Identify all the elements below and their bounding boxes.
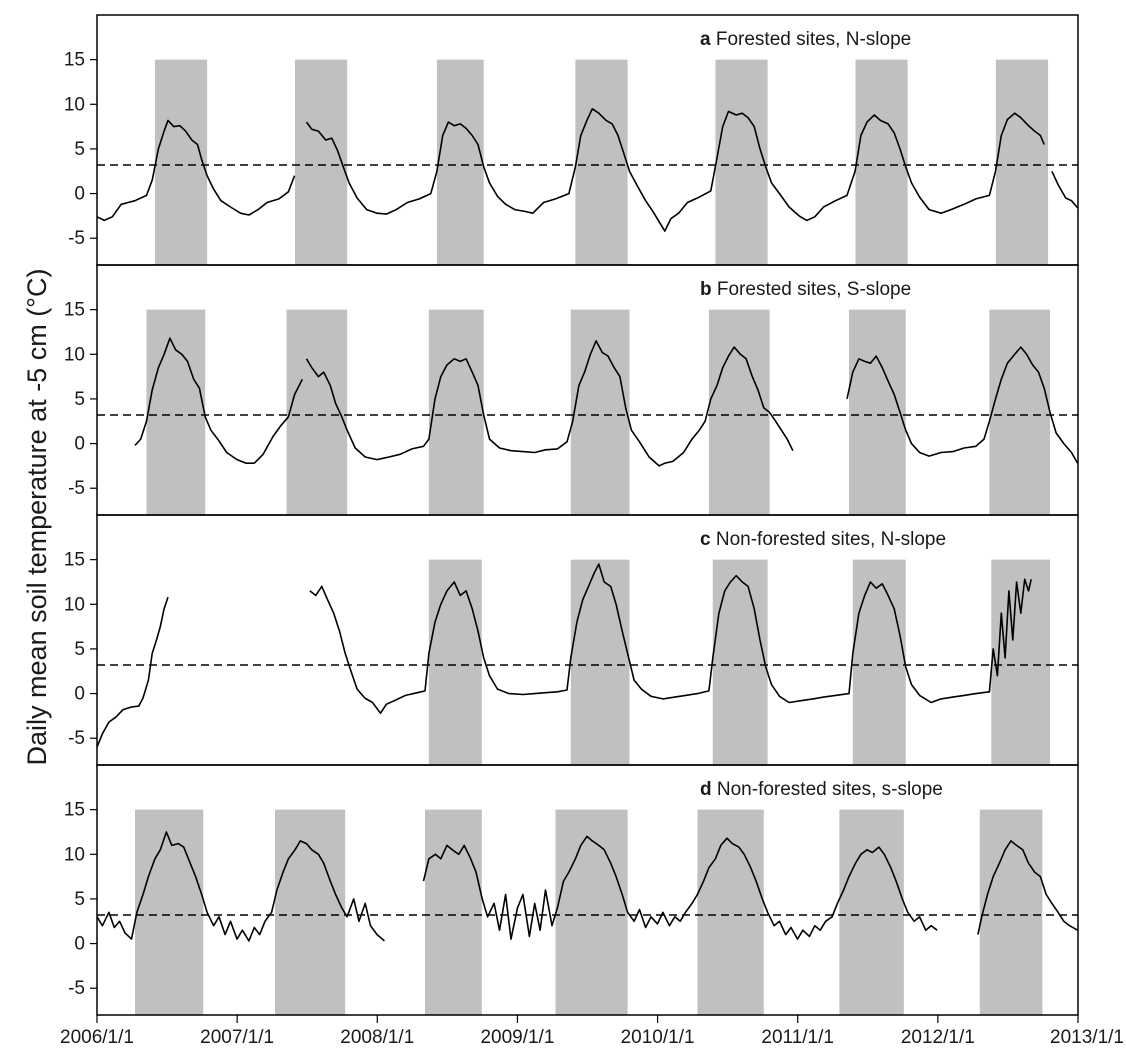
panel-b-title-text: Forested sites, S-slope	[712, 279, 912, 300]
panel-b-shade-0	[146, 309, 206, 515]
panel-a-series-1	[305, 108, 1045, 232]
panel-c-ytick-label-10: 10	[64, 594, 85, 615]
panel-b-ytick-label-5: 5	[74, 389, 85, 410]
x-tick-label-5: 2011/1/1	[761, 1027, 834, 1048]
panel-d-series-1	[422, 835, 938, 940]
x-tick-label-1: 2007/1/1	[200, 1027, 274, 1048]
panel-a-shade-0	[154, 59, 208, 266]
panel-a-ytick-label-15: 15	[64, 50, 85, 71]
panel-d-frame	[96, 764, 1079, 1016]
panel-d-ytick-label-15: 15	[64, 800, 85, 821]
panel-b-shade-1	[286, 309, 348, 515]
panel-c-title-text: Non-forested sites, N-slope	[711, 529, 947, 550]
panel-d-shade-4	[697, 809, 764, 1015]
panel-b-ytick-label-15: 15	[64, 300, 85, 321]
panel-a-series-0	[96, 119, 296, 222]
panel-d-shade-5	[839, 809, 904, 1015]
panel-c-ytick-label-15: 15	[64, 550, 85, 571]
panel-c-series-1	[309, 563, 1032, 715]
panel-c-shade-3	[852, 559, 906, 765]
panel-a-shade-4	[715, 59, 768, 266]
panel-a-title-text: Forested sites, N-slope	[711, 29, 912, 50]
panel-b-ytick-label-0: 0	[74, 434, 85, 455]
panel-b-series-2	[846, 346, 1079, 464]
panel-d-letter: d	[700, 779, 712, 800]
panel-a-shade-5	[855, 59, 908, 266]
panel-a-ytick-label-0: 0	[74, 184, 85, 205]
panel-a-shade-3	[575, 59, 628, 266]
panel-d-shade-2	[425, 809, 482, 1015]
panel-b-series-1	[305, 340, 794, 467]
panel-d-shade-1	[275, 809, 346, 1015]
panel-c-shade-1	[570, 559, 630, 765]
panel-b-shade-6	[989, 309, 1050, 515]
panel-c-letter: c	[700, 529, 711, 550]
panel-b-title: b Forested sites, S-slope	[700, 279, 911, 300]
panel-c-shade-4	[991, 559, 1050, 765]
panel-c-ytick-label--5: -5	[68, 728, 85, 749]
panel-a: -5 0 5 10 15 a Forested sites, N-slope	[64, 14, 1079, 266]
panel-d-series-0	[96, 831, 385, 942]
panel-a-ytick-label-5: 5	[74, 139, 85, 160]
panel-c-ytick-label-5: 5	[74, 639, 85, 660]
panel-d-title-text: Non-forested sites, s-slope	[712, 779, 943, 800]
panel-b: -5 0 5 10 15 b Forested sites, S-slope	[64, 264, 1079, 516]
panel-a-ytick-label-10: 10	[64, 94, 85, 115]
panel-d-shade-0	[134, 809, 204, 1015]
panel-c-title: c Non-forested sites, N-slope	[700, 529, 946, 550]
panel-c-series-0	[96, 596, 169, 748]
panel-b-letter: b	[700, 279, 712, 300]
panel-d-series-2	[977, 840, 1078, 935]
panel-a-ytick-label--5: -5	[68, 228, 85, 249]
panel-a-letter: a	[700, 29, 711, 50]
panel-d-shade-3	[555, 809, 628, 1015]
panel-d-title: d Non-forested sites, s-slope	[700, 779, 943, 800]
panel-b-shade-2	[428, 309, 484, 515]
x-axis: 2006/1/1 2007/1/1 2008/1/1 2009/1/1 2010/1/1…	[60, 1015, 1124, 1048]
panel-a-shade-2	[436, 59, 484, 266]
panels-container: -5 0 5 10 15 a Forested sites, N-slope -5 0 5 10 1…	[64, 14, 1079, 1016]
panel-d-ytick-label-5: 5	[74, 889, 85, 910]
panel-b-shade-5	[848, 309, 906, 515]
panel-c-shade-2	[712, 559, 768, 765]
panel-b-shade-4	[708, 309, 770, 515]
x-tick-label-4: 2010/1/1	[621, 1027, 695, 1048]
panel-d-ytick-label--5: -5	[68, 978, 85, 999]
panel-a-series-2	[1051, 170, 1079, 209]
panel-d-shade-6	[979, 809, 1043, 1015]
x-tick-label-2: 2008/1/1	[340, 1027, 414, 1048]
panel-b-shade-3	[570, 309, 630, 515]
panel-d-ytick-label-0: 0	[74, 934, 85, 955]
panel-a-shade-6	[995, 59, 1049, 266]
panel-b-ytick-label--5: -5	[68, 478, 85, 499]
panel-d-ytick-label-10: 10	[64, 844, 85, 865]
x-tick-label-6: 2012/1/1	[901, 1027, 975, 1048]
x-tick-label-7: 2013/1/1	[1050, 1027, 1124, 1048]
panel-a-shade-1	[294, 59, 348, 266]
panel-a-title: a Forested sites, N-slope	[700, 29, 911, 50]
panel-d: -5 0 5 10 15 d Non-forested sites, s-slope	[64, 764, 1079, 1016]
panel-c: -5 0 5 10 15 c Non-forested sites, N-slope	[64, 514, 1079, 766]
panel-b-series-0	[134, 337, 304, 465]
x-tick-label-3: 2009/1/1	[480, 1027, 554, 1048]
panel-c-shade-0	[428, 559, 482, 765]
panel-b-ytick-label-10: 10	[64, 344, 85, 365]
x-tick-label-0: 2006/1/1	[60, 1027, 134, 1048]
panel-c-ytick-label-0: 0	[74, 684, 85, 705]
y-axis-label: Daily mean soil temperature at -5 cm (°C…	[22, 269, 52, 766]
